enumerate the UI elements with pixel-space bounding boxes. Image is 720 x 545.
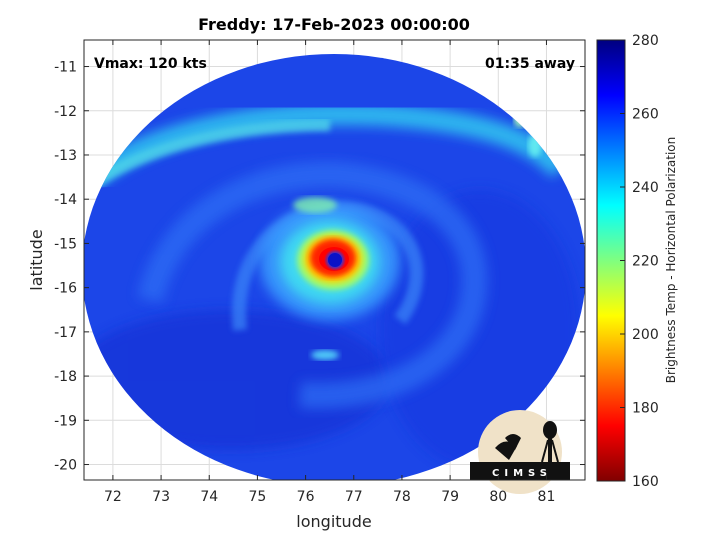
x-tick-label: 80 — [489, 489, 507, 505]
x-tick-label: 78 — [393, 489, 411, 505]
x-tick-label: 75 — [249, 489, 267, 505]
y-tick-label: -12 — [54, 104, 77, 120]
y-tick-label: -11 — [54, 60, 77, 76]
y-tick-label: -15 — [54, 236, 77, 252]
x-axis-ticks: 72 73 74 75 76 77 78 79 80 81 — [104, 40, 555, 505]
colorbar-tick-label: 160 — [632, 474, 659, 490]
time-offset-annotation: 01:35 away — [485, 56, 575, 72]
colorbar-tick-label: 220 — [632, 254, 659, 270]
cimss-logo: CIMSS — [470, 410, 570, 494]
x-tick-label: 77 — [345, 489, 363, 505]
colorbar-tick-label: 240 — [632, 180, 659, 196]
x-tick-label: 81 — [538, 489, 556, 505]
x-tick-label: 79 — [441, 489, 459, 505]
vmax-annotation: Vmax: 120 kts — [94, 56, 207, 72]
colorbar-label: Brightness Temp - Horizontal Polarizatio… — [664, 137, 678, 384]
brightness-temp-swath — [84, 54, 585, 480]
y-tick-label: -14 — [54, 192, 77, 208]
chart-title: Freddy: 17-Feb-2023 00:00:00 — [198, 15, 470, 34]
y-axis-ticks: -11 -12 -13 -14 -15 -16 -17 -18 -19 -20 — [54, 60, 585, 474]
x-tick-label: 76 — [297, 489, 315, 505]
colorbar-ticks: 160 180 200 220 240 260 280 — [620, 33, 659, 490]
y-tick-label: -13 — [54, 148, 77, 164]
y-tick-label: -19 — [54, 413, 77, 429]
logo-text: CIMSS — [492, 468, 552, 479]
y-tick-label: -17 — [54, 325, 77, 341]
x-axis-label: longitude — [296, 512, 371, 531]
y-tick-label: -18 — [54, 369, 77, 385]
colorbar-tick-label: 180 — [632, 401, 659, 417]
x-tick-label: 74 — [200, 489, 218, 505]
colorbar-tick-label: 200 — [632, 327, 659, 343]
colorbar-tick-label: 260 — [632, 107, 659, 123]
x-tick-label: 73 — [152, 489, 170, 505]
x-tick-label: 72 — [104, 489, 122, 505]
plot-frame — [83, 39, 586, 481]
y-axis-label: latitude — [27, 229, 46, 290]
colorbar-tick-label: 280 — [632, 33, 659, 49]
y-tick-label: -20 — [54, 458, 77, 474]
y-tick-label: -16 — [54, 281, 77, 297]
